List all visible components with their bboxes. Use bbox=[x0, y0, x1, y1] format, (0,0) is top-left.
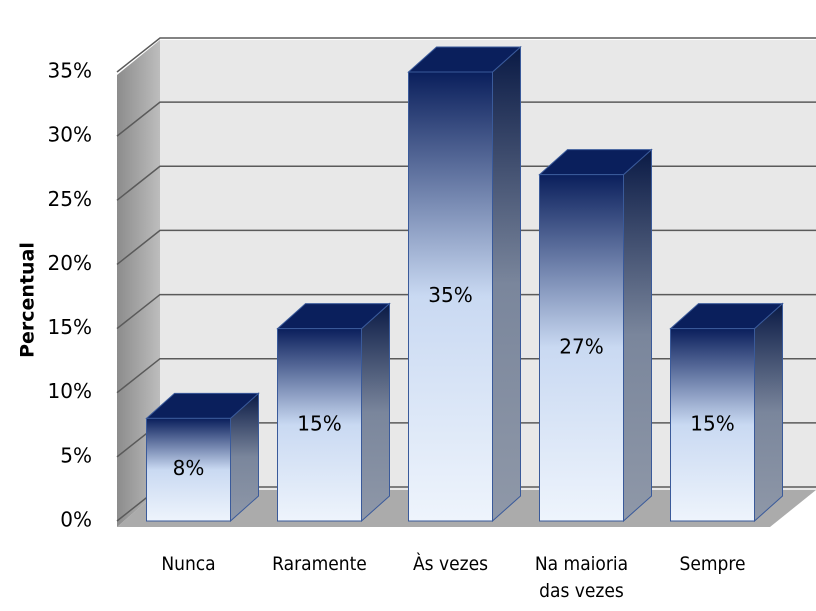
bar bbox=[670, 328, 755, 522]
y-tick-label: 20% bbox=[48, 251, 92, 275]
y-tick-label: 30% bbox=[48, 123, 92, 147]
y-tick-label: 0% bbox=[60, 508, 92, 532]
x-tick-label: Nunca bbox=[161, 553, 216, 575]
x-tick-label: Raramente bbox=[272, 553, 367, 575]
y-tick-label: 35% bbox=[48, 59, 92, 83]
grid-line bbox=[116, 101, 816, 137]
bar-side bbox=[623, 148, 652, 523]
bars bbox=[145, 45, 784, 523]
y-axis-label: Percentual bbox=[17, 242, 39, 358]
x-tick-label: Na maioria das vezes bbox=[534, 553, 629, 602]
y-tick-label: 10% bbox=[48, 379, 92, 403]
bar bbox=[539, 174, 624, 522]
value-label: 8% bbox=[173, 456, 205, 480]
y-tick-label: 25% bbox=[48, 187, 92, 211]
x-tick-label: Às vezes bbox=[412, 553, 489, 575]
value-label: 27% bbox=[559, 334, 603, 358]
x-tick-label: Sempre bbox=[679, 553, 746, 575]
grid-line bbox=[116, 37, 816, 73]
left-wall bbox=[117, 40, 160, 527]
bar-side bbox=[754, 302, 783, 523]
bar bbox=[408, 71, 493, 522]
bar bbox=[277, 328, 362, 522]
bar-side bbox=[492, 45, 521, 523]
y-tick-label: 5% bbox=[60, 443, 92, 467]
bar bbox=[146, 417, 231, 522]
y-tick-label: 15% bbox=[48, 315, 92, 339]
value-label: 35% bbox=[428, 283, 472, 307]
bar-side bbox=[361, 302, 390, 523]
value-label: 15% bbox=[690, 411, 734, 435]
value-label: 15% bbox=[297, 411, 341, 435]
